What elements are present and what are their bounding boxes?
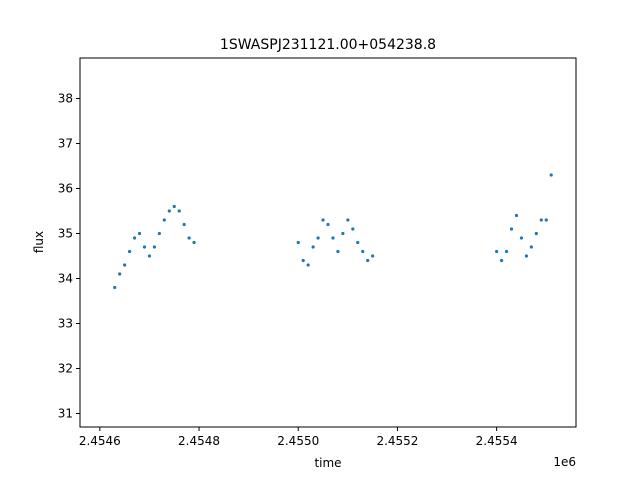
y-tick-label: 32: [58, 362, 73, 376]
x-tick-label: 2.4552: [376, 434, 418, 448]
chart-title: 1SWASPJ231121.00+054238.8: [220, 37, 436, 53]
x-tick-label: 2.4546: [79, 434, 121, 448]
y-axis-label: flux: [32, 231, 46, 253]
data-point: [509, 227, 514, 231]
data-point: [336, 249, 340, 254]
data-point: [147, 254, 152, 258]
data-point: [172, 204, 176, 209]
data-point: [539, 218, 543, 222]
data-point: [331, 236, 335, 240]
y-tick-label: 38: [58, 92, 73, 106]
data-point: [524, 254, 529, 258]
data-point: [132, 236, 137, 240]
x-tick-label: 2.4554: [476, 434, 518, 448]
data-point: [157, 231, 161, 236]
x-axis-ticks: 2.4546 2.4548 2.4550 2.4552 2.4554: [79, 427, 518, 448]
data-point: [500, 258, 504, 263]
y-tick-label: 33: [58, 317, 73, 331]
data-point: [341, 231, 345, 236]
data-point: [366, 258, 370, 263]
y-tick-label: 37: [58, 137, 73, 151]
data-point: [311, 245, 315, 249]
y-tick-label: 31: [58, 407, 73, 421]
data-point: [177, 209, 181, 213]
x-tick-label: 2.4548: [178, 434, 220, 448]
data-point: [356, 240, 360, 245]
y-tick-label: 35: [58, 227, 73, 241]
data-point: [529, 245, 533, 249]
x-tick-label: 2.4550: [277, 434, 319, 448]
data-point: [167, 209, 171, 213]
data-point: [326, 222, 330, 227]
data-point: [162, 218, 166, 222]
plot-frame: [79, 57, 577, 428]
data-point: [182, 222, 186, 227]
data-point: [504, 249, 509, 254]
data-point: [192, 240, 196, 245]
data-point: [361, 249, 365, 254]
data-point: [128, 249, 132, 254]
data-point: [152, 245, 156, 249]
data-point: [187, 236, 191, 240]
data-point: [519, 236, 524, 240]
data-point: [301, 258, 305, 263]
y-tick-label: 34: [58, 272, 73, 286]
x-axis-label: time: [314, 456, 341, 470]
data-point: [544, 218, 548, 222]
data-point: [495, 249, 499, 254]
data-point: [113, 285, 117, 290]
data-point: [549, 173, 553, 177]
data-point: [123, 263, 127, 267]
data-point: [371, 254, 375, 258]
y-tick-label: 36: [58, 182, 73, 196]
data-point: [137, 231, 142, 236]
data-point: [142, 245, 147, 249]
data-point: [118, 272, 122, 276]
data-point: [316, 236, 320, 240]
data-point: [534, 231, 538, 236]
data-point: [351, 227, 355, 231]
data-point: [306, 263, 310, 267]
data-point: [321, 218, 325, 222]
x-offset-label: 1e6: [553, 455, 576, 469]
data-point: [346, 218, 350, 222]
data-point: [514, 213, 519, 218]
y-axis-ticks: 31 32 33 34 35 36 37 38: [58, 92, 80, 421]
data-point: [296, 240, 300, 245]
scatter-points: [113, 173, 553, 290]
